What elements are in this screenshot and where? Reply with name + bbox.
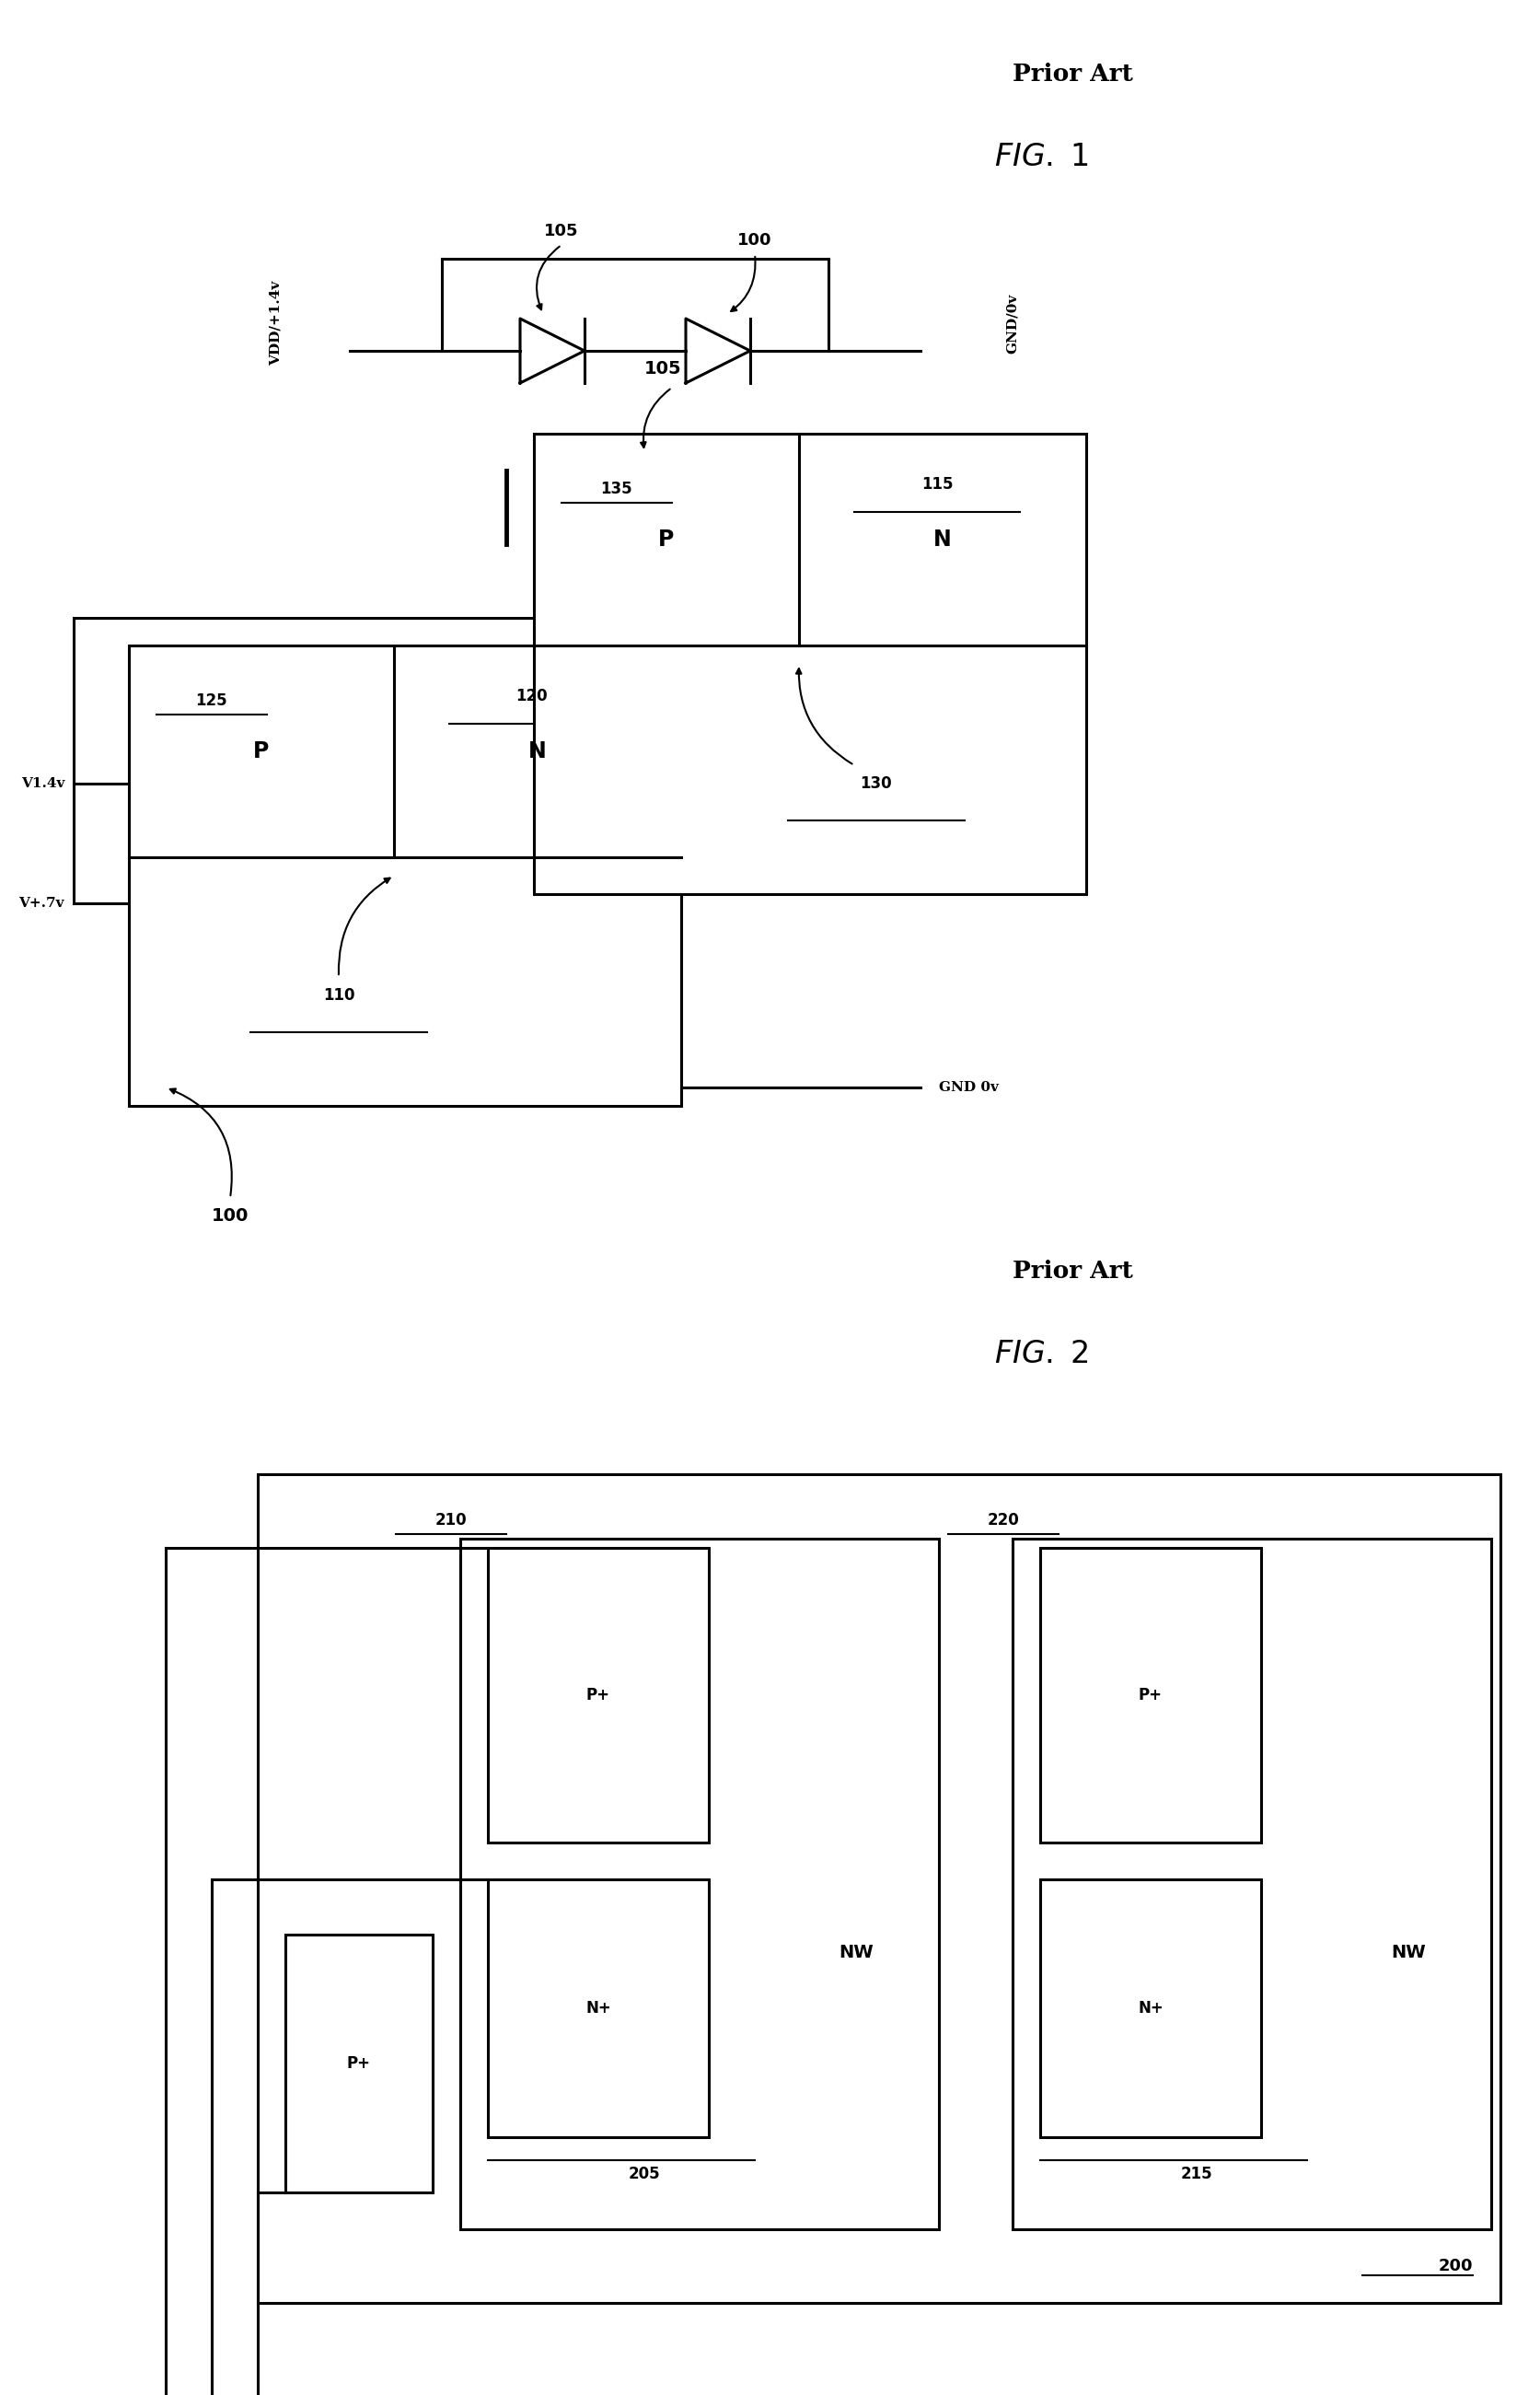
Text: P: P (254, 740, 269, 762)
Text: 130: 130 (861, 776, 892, 793)
Bar (488, 1880, 708, 2136)
Bar (1040, 1547, 1261, 1842)
Text: 105: 105 (544, 223, 579, 240)
Bar (285, 1935, 433, 2191)
Text: N+: N+ (585, 2000, 611, 2017)
Text: N: N (933, 529, 952, 551)
Bar (129, 647, 681, 1106)
Text: Prior Art: Prior Art (1013, 62, 1133, 86)
Bar (257, 1475, 1500, 2304)
Bar (1013, 1538, 1491, 2230)
Text: $\mathit{FIG.\ 1}$: $\mathit{FIG.\ 1}$ (995, 144, 1089, 172)
Text: VDD/+1.4v: VDD/+1.4v (269, 280, 283, 366)
Text: 135: 135 (601, 481, 633, 498)
Text: 220: 220 (987, 1511, 1019, 1528)
Text: 210: 210 (436, 1511, 467, 1528)
Text: GND/0v: GND/0v (1006, 292, 1019, 352)
Text: Prior Art: Prior Art (1013, 1260, 1133, 1284)
Text: 110: 110 (323, 987, 354, 1004)
Bar (488, 1547, 708, 1842)
Bar (460, 1538, 939, 2230)
Bar (534, 433, 1086, 893)
Text: NW: NW (839, 1945, 873, 1962)
Text: P+: P+ (346, 2055, 371, 2072)
Text: P+: P+ (1138, 1686, 1163, 1703)
Text: V1.4v: V1.4v (22, 776, 65, 790)
Text: NW: NW (1391, 1945, 1426, 1962)
Text: N+: N+ (1138, 2000, 1163, 2017)
Text: $\mathit{FIG.\ 2}$: $\mathit{FIG.\ 2}$ (995, 1339, 1089, 1370)
Text: 100: 100 (211, 1207, 248, 1226)
Text: 125: 125 (196, 692, 228, 709)
Text: V+.7v: V+.7v (18, 896, 65, 910)
Text: P+: P+ (587, 1686, 610, 1703)
Text: 200: 200 (1438, 2258, 1472, 2275)
Bar (1040, 1880, 1261, 2136)
Text: 205: 205 (628, 2165, 661, 2182)
Text: 215: 215 (1181, 2165, 1212, 2182)
Text: 120: 120 (516, 687, 548, 704)
Text: P: P (659, 529, 675, 551)
Text: N: N (528, 740, 547, 762)
Text: 105: 105 (644, 362, 682, 378)
Text: 115: 115 (921, 477, 953, 493)
Text: GND 0v: GND 0v (939, 1080, 998, 1095)
Text: 100: 100 (738, 232, 772, 249)
